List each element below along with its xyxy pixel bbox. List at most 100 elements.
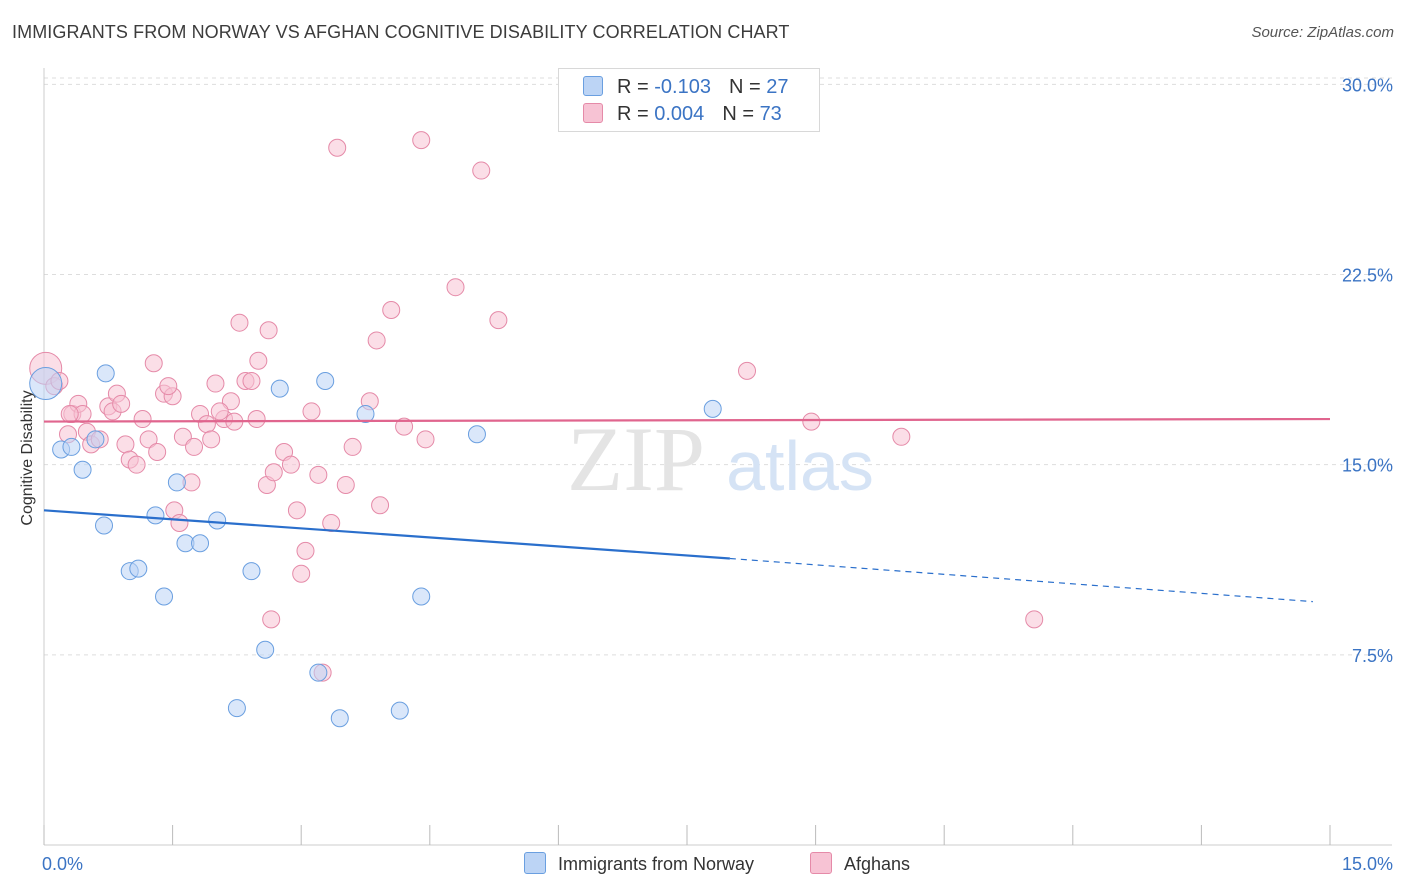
norway-points xyxy=(29,364,722,728)
bottom-legend-label-afghans: Afghans xyxy=(844,854,911,874)
norway-point xyxy=(412,587,431,606)
norway-point xyxy=(86,430,105,449)
bottom-legend-swatch-norway xyxy=(524,852,546,874)
afghans-point xyxy=(139,430,158,449)
legend-n-label-norway: N = xyxy=(728,76,767,98)
afghans-point xyxy=(173,427,192,446)
afghans-point xyxy=(412,131,431,150)
norway-point xyxy=(467,425,486,444)
afghans-point xyxy=(247,410,266,429)
norway-point xyxy=(129,559,148,578)
watermark-zip: ZIP xyxy=(567,408,705,510)
afghans-point xyxy=(197,415,216,434)
afghans-point xyxy=(210,402,229,421)
afghans-point xyxy=(382,301,401,320)
norway-point xyxy=(309,663,328,682)
afghans-point xyxy=(221,392,240,411)
norway-point xyxy=(316,372,335,391)
legend-r-label-afghans: R = xyxy=(617,103,655,125)
afghans-point xyxy=(133,410,152,429)
afghans-point xyxy=(281,455,300,474)
axis-layer xyxy=(43,68,1392,846)
norway-point xyxy=(191,534,210,553)
chart-title: IMMIGRANTS FROM NORWAY VS AFGHAN COGNITI… xyxy=(12,22,790,42)
afghans-point xyxy=(343,437,362,456)
x-tick-label: 0.0% xyxy=(42,854,83,874)
afghans-point xyxy=(185,437,204,456)
afghans-point xyxy=(489,311,508,330)
afghans-point xyxy=(322,513,341,532)
afghans-point xyxy=(1025,610,1044,629)
afghans-point xyxy=(395,417,414,436)
afghans-trend-line xyxy=(43,417,1331,423)
norway-point xyxy=(227,699,246,718)
afghans-point xyxy=(127,455,146,474)
norway-point xyxy=(390,701,409,720)
norway-trend-extension xyxy=(729,557,1313,603)
afghans-point xyxy=(242,372,261,391)
legend-n-value-norway: 27 xyxy=(766,76,789,98)
afghans-point xyxy=(892,427,911,446)
y-tick-label: 22.5% xyxy=(1342,266,1393,286)
afghans-point xyxy=(367,331,386,350)
correlation-legend: R = -0.103 N = 27 R = 0.004 N = 73 xyxy=(558,68,820,132)
norway-point xyxy=(155,587,174,606)
afghans-point xyxy=(116,435,135,454)
norway-point xyxy=(356,404,375,423)
legend-row-norway: R = -0.103 N = 27 xyxy=(583,76,788,100)
tick-labels: 7.5% 15.0% 22.5% 30.0% 0.0% 15.0% xyxy=(42,75,1393,874)
legend-r-value-afghans: 0.004 xyxy=(654,103,705,125)
norway-point xyxy=(62,437,81,456)
afghans-point xyxy=(144,354,163,373)
afghans-point xyxy=(60,404,79,423)
legend-swatch-norway xyxy=(583,76,603,96)
afghans-point xyxy=(202,430,221,449)
afghans-point xyxy=(159,377,178,396)
y-tick-label: 15.0% xyxy=(1342,456,1393,476)
bottom-legend-norway: Immigrants from Norway xyxy=(524,852,754,875)
trend-lines xyxy=(43,417,1331,603)
afghans-point xyxy=(230,313,249,332)
norway-point xyxy=(256,640,275,659)
afghans-point xyxy=(472,161,491,180)
legend-row-afghans: R = 0.004 N = 73 xyxy=(583,103,782,127)
afghans-point xyxy=(309,465,328,484)
afghans-point xyxy=(148,443,167,461)
legend-n-value-afghans: 73 xyxy=(759,103,782,125)
afghans-point xyxy=(336,475,355,494)
legend-r-label-norway: R = xyxy=(617,76,655,98)
afghans-point xyxy=(264,463,283,482)
afghans-point xyxy=(287,501,306,520)
afghans-point xyxy=(206,374,225,393)
afghans-point xyxy=(296,541,315,560)
afghans-point xyxy=(738,361,757,380)
norway-point xyxy=(146,506,165,525)
afghans-points xyxy=(29,131,1044,682)
norway-trend-line xyxy=(43,509,730,560)
bottom-legend-label-norway: Immigrants from Norway xyxy=(558,854,755,874)
afghans-point xyxy=(112,394,131,413)
afghans-point xyxy=(802,412,821,431)
afghans-point xyxy=(416,430,435,449)
source-label: Source: ZipAtlas.com xyxy=(1251,24,1394,41)
legend-swatch-afghans xyxy=(583,103,603,123)
legend-r-value-norway: -0.103 xyxy=(654,76,711,98)
norway-point xyxy=(330,709,349,728)
afghans-point xyxy=(170,513,189,532)
afghans-point xyxy=(302,402,321,421)
x-tick-label: 15.0% xyxy=(1342,854,1393,874)
norway-point xyxy=(242,562,261,581)
legend-n-label-afghans: N = xyxy=(722,103,760,125)
norway-point xyxy=(167,473,186,492)
y-tick-label: 7.5% xyxy=(1352,646,1393,666)
bottom-legend-afghans: Afghans xyxy=(810,852,910,875)
watermark: ZIP atlas xyxy=(567,408,874,510)
norway-point xyxy=(703,399,722,418)
norway-point xyxy=(29,367,63,401)
norway-point xyxy=(96,364,115,383)
norway-point xyxy=(208,511,227,530)
afghans-point xyxy=(371,496,390,515)
afghans-point xyxy=(446,278,465,297)
norway-point xyxy=(73,460,92,479)
